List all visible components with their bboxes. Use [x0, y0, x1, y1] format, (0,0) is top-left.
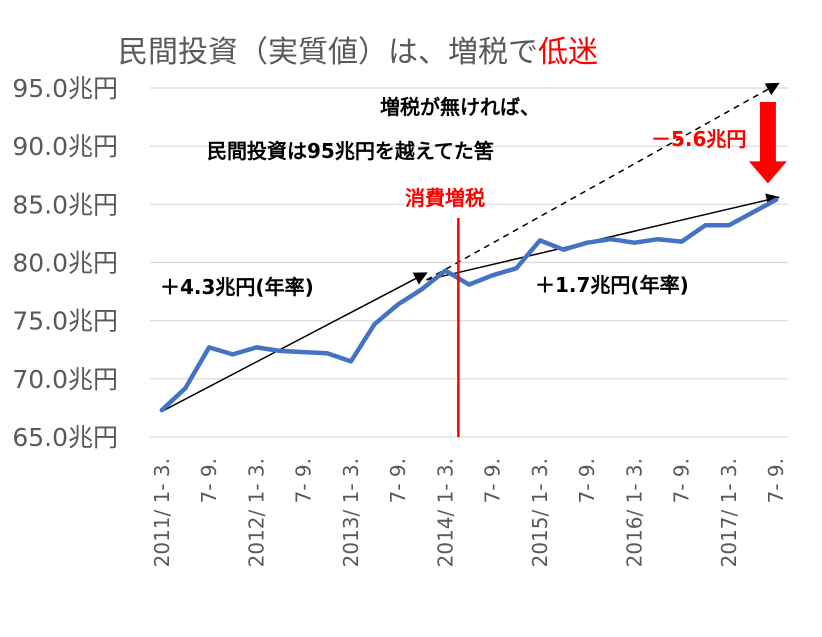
x-tick-label: 2014/ 1- 3.: [433, 458, 457, 567]
x-tick-label: 2015/ 1- 3.: [528, 458, 552, 567]
x-tick-label: 2011/ 1- 3.: [150, 458, 174, 567]
y-tick-label: 95.0兆円: [12, 74, 118, 103]
x-tick-label: 7- 9.: [575, 458, 599, 503]
x-axis-tick-labels: 2011/ 1- 3. 7- 9. 2012/ 1- 3. 7- 9. 2013/ 1-…: [150, 458, 788, 567]
series-layer: [159, 197, 779, 413]
x-tick-label: 7- 9.: [386, 458, 410, 503]
x-tick-label: 2017/ 1- 3.: [717, 458, 741, 567]
grid-lines: [150, 87, 788, 438]
gap-label: －5.6兆円: [651, 127, 746, 151]
counterfactual-note-line2: 民間投資は95兆円を越えてた筈: [207, 139, 494, 163]
post-tax-trend-label: ＋1.7兆円(年率): [535, 273, 689, 297]
gap-arrow: [748, 101, 787, 184]
counterfactual-note-line1: 増税が無ければ、: [380, 95, 540, 119]
x-tick-label: 2016/ 1- 3.: [622, 458, 646, 567]
counterfactual-trend-arrow: [426, 82, 780, 281]
y-axis-tick-labels: 65.0兆円 70.0兆円 75.0兆円 80.0兆円 85.0兆円 90.0兆円 95.0…: [12, 74, 118, 452]
chart-title-main: 民間投資（実質値）は、増税で: [118, 35, 538, 70]
y-tick-label: 65.0兆円: [12, 423, 118, 452]
x-tick-label: 7- 9.: [764, 458, 788, 503]
y-tick-label: 70.0兆円: [12, 365, 118, 394]
tax-increase-label: 消費増税: [405, 186, 485, 210]
chart-title: 民間投資（実質値）は、増税で低迷: [118, 35, 598, 70]
y-tick-label: 80.0兆円: [12, 249, 118, 278]
x-tick-label: 7- 9.: [197, 458, 221, 503]
series-line: [159, 197, 779, 413]
pre-tax-trend-label: ＋4.3兆円(年率): [160, 275, 314, 299]
y-tick-label: 90.0兆円: [12, 132, 118, 161]
x-tick-label: 7- 9.: [670, 458, 694, 503]
x-tick-label: 7- 9.: [481, 458, 505, 503]
x-tick-label: 2013/ 1- 3.: [339, 458, 363, 567]
y-tick-label: 75.0兆円: [12, 307, 118, 336]
x-tick-label: 2012/ 1- 3.: [244, 458, 268, 567]
chart-title-accent: 低迷: [538, 35, 598, 70]
trend-arrow: [161, 272, 428, 413]
tax-increase-marker: [457, 101, 787, 437]
y-tick-label: 85.0兆円: [12, 190, 118, 219]
x-tick-label: 7- 9.: [292, 458, 316, 503]
